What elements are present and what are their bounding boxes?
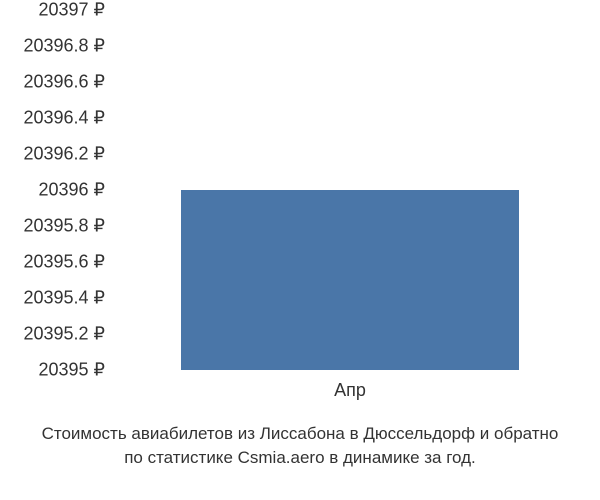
y-tick-label: 20396.8 ₽ bbox=[23, 36, 105, 57]
y-tick-label: 20395.6 ₽ bbox=[23, 252, 105, 273]
y-tick-label: 20396.2 ₽ bbox=[23, 144, 105, 165]
caption-line1: Стоимость авиабилетов из Лиссабона в Дюс… bbox=[42, 424, 559, 443]
plot-area bbox=[115, 10, 585, 370]
y-tick-label: 20397 ₽ bbox=[38, 0, 105, 21]
chart-container: 20397 ₽ 20396.8 ₽ 20396.6 ₽ 20396.4 ₽ 20396.… bbox=[0, 0, 600, 500]
x-axis: Апр bbox=[115, 375, 585, 405]
y-axis: 20397 ₽20396.8 ₽20396.6 ₽20396.4 ₽20396.… bbox=[0, 10, 110, 370]
x-tick-label: Апр bbox=[334, 380, 366, 401]
caption-line2: по статистике Csmia.aero в динамике за г… bbox=[124, 448, 476, 467]
y-tick-label: 20396.6 ₽ bbox=[23, 72, 105, 93]
bar bbox=[181, 190, 519, 370]
y-tick-label: 20396.4 ₽ bbox=[23, 108, 105, 129]
y-tick-label: 20395.2 ₽ bbox=[23, 324, 105, 345]
y-tick-label: 20395.8 ₽ bbox=[23, 216, 105, 237]
chart-caption: Стоимость авиабилетов из Лиссабона в Дюс… bbox=[0, 422, 600, 470]
y-tick-label: 20396 ₽ bbox=[38, 180, 105, 201]
y-tick-label: 20395 ₽ bbox=[38, 360, 105, 381]
y-tick-label: 20395.4 ₽ bbox=[23, 288, 105, 309]
